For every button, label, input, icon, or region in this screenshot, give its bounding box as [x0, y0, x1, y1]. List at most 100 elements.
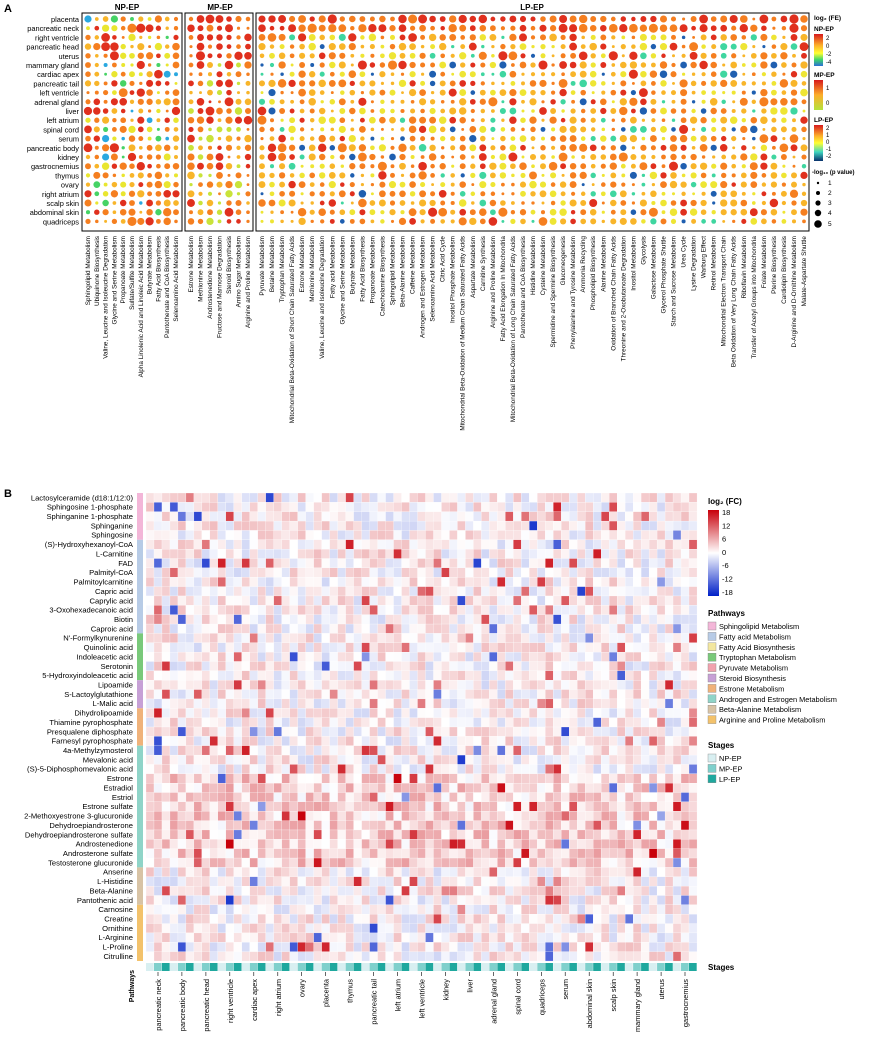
- heatmap-cell: [521, 876, 530, 887]
- bubble-point: [278, 134, 286, 143]
- heatmap-cell: [617, 792, 626, 803]
- heatmap-cell: [153, 567, 163, 578]
- heatmap-cell: [257, 895, 266, 906]
- heatmap-cell: [249, 736, 258, 746]
- heatmap-cell: [401, 717, 410, 728]
- heatmap-cell: [640, 754, 650, 765]
- bubble-point: [791, 200, 797, 206]
- heatmap-cell: [273, 811, 282, 821]
- bubble-point: [350, 99, 355, 104]
- heatmap-cell: [481, 801, 490, 812]
- heatmap-cell: [577, 792, 586, 803]
- heatmap-cell: [553, 876, 562, 887]
- bubble-point: [531, 146, 535, 150]
- heatmap-cell: [577, 811, 586, 821]
- bubble-point: [731, 127, 736, 132]
- metabolite-label: Estriol: [112, 793, 133, 802]
- heatmap-cell: [473, 876, 482, 887]
- heatmap-cell: [249, 567, 258, 578]
- heatmap-cell: [313, 848, 322, 859]
- heatmap-cell: [313, 661, 322, 672]
- bubble-point: [510, 80, 516, 86]
- heatmap-cell: [289, 605, 298, 615]
- heatmap-cell: [393, 792, 402, 803]
- bubble-point: [278, 61, 286, 69]
- bubble-point: [790, 43, 798, 50]
- heatmap-cell: [337, 651, 346, 662]
- bubble-point: [146, 199, 154, 207]
- bubble-point: [94, 25, 100, 31]
- bubble-point: [205, 106, 215, 116]
- bubble-point: [752, 109, 756, 113]
- heatmap-cell: [161, 820, 171, 831]
- heatmap-cell: [688, 530, 698, 540]
- heatmap-cell: [545, 492, 554, 503]
- heatmap-cell: [441, 511, 450, 522]
- heatmap-cell: [161, 492, 171, 503]
- bubble-point: [610, 181, 617, 188]
- heatmap-cell: [593, 642, 602, 653]
- heatmap-cell: [409, 764, 418, 774]
- heatmap-cell: [297, 670, 306, 681]
- heatmap-cell: [385, 661, 394, 672]
- bubble-point: [101, 144, 110, 152]
- bubble-point: [198, 136, 203, 141]
- heatmap-cell: [656, 820, 666, 831]
- heatmap-cell: [217, 567, 227, 578]
- tissue-label: serum: [58, 135, 79, 144]
- heatmap-cell: [441, 792, 450, 803]
- heatmap-cell: [417, 651, 426, 662]
- heatmap-cell: [417, 895, 426, 906]
- bubble-point: [245, 191, 251, 197]
- heatmap-cell: [161, 530, 171, 540]
- pathway-label: Threonine and 2-Oxobutanoate Degradation: [620, 236, 627, 362]
- bubble-point: [236, 155, 241, 159]
- heatmap-cell: [553, 792, 562, 803]
- tissue-label: pancreatic neck: [27, 24, 79, 33]
- heatmap-cell: [353, 820, 362, 831]
- heatmap-cell: [217, 885, 227, 896]
- heatmap-cell: [688, 605, 698, 615]
- heatmap-cell: [672, 801, 682, 812]
- heatmap-cell: [505, 577, 514, 587]
- heatmap-cell: [233, 689, 243, 700]
- heatmap-cell: [449, 586, 458, 597]
- bubble-point: [330, 91, 334, 95]
- heatmap-cell: [361, 829, 370, 840]
- heatmap-cell: [281, 623, 290, 634]
- metabolite-label: Estrone: [107, 774, 133, 783]
- heatmap-cell: [521, 764, 530, 774]
- tissue-label: liver: [65, 107, 79, 116]
- bubble-point: [630, 209, 637, 215]
- heatmap-cell: [337, 792, 346, 803]
- heatmap-cell: [513, 642, 522, 653]
- heatmap-cell: [369, 680, 378, 690]
- bubble-point: [480, 81, 485, 86]
- bubble-point: [128, 190, 136, 197]
- bubble-point: [198, 173, 203, 178]
- bubble-point: [679, 79, 688, 88]
- heatmap-cell: [169, 558, 179, 569]
- bubble-point: [569, 116, 577, 124]
- heatmap-cell: [577, 783, 586, 793]
- heatmap-cell: [481, 764, 490, 774]
- heatmap-cell: [177, 661, 187, 672]
- heatmap-cell: [449, 642, 458, 653]
- heatmap-cell: [177, 717, 187, 728]
- heatmap-cell: [561, 605, 570, 615]
- heatmap-cell: [529, 642, 538, 653]
- bubble-point: [318, 143, 327, 152]
- heatmap-cell: [441, 623, 450, 634]
- heatmap-cell: [313, 764, 322, 774]
- heatmap-cell: [385, 857, 394, 868]
- heatmap-cell: [345, 726, 354, 737]
- heatmap-cell: [321, 820, 330, 831]
- heatmap-cell: [473, 792, 482, 803]
- heatmap-cell: [145, 623, 155, 634]
- bubble-point: [771, 16, 777, 22]
- bubble-point: [207, 72, 213, 77]
- heatmap-cell: [632, 605, 642, 615]
- heatmap-cell: [481, 792, 490, 803]
- bubble-point: [459, 191, 466, 197]
- heatmap-cell: [656, 885, 666, 896]
